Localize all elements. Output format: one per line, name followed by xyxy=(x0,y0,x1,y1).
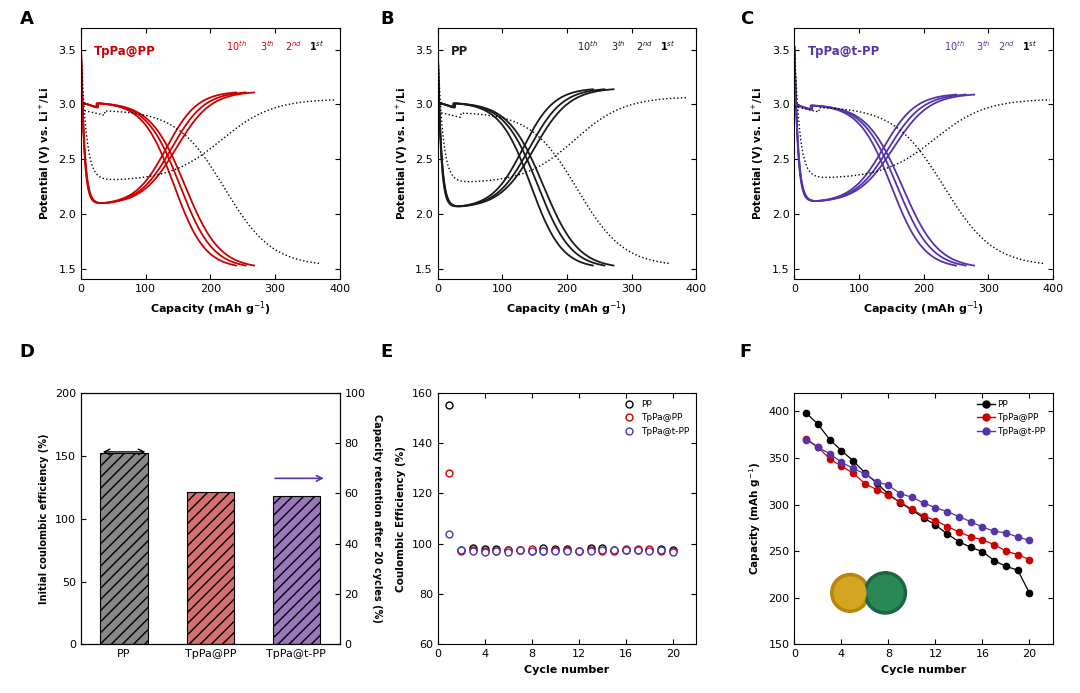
Text: 1$^{st}$: 1$^{st}$ xyxy=(1022,39,1038,53)
Text: 2$^{nd}$: 2$^{nd}$ xyxy=(636,39,653,53)
Text: D: D xyxy=(19,343,35,361)
Y-axis label: Potential (V) vs. Li$^+$/Li: Potential (V) vs. Li$^+$/Li xyxy=(394,87,409,220)
Y-axis label: Coulombic Efficiency (%): Coulombic Efficiency (%) xyxy=(396,446,406,592)
Bar xyxy=(100,453,148,644)
Text: 1$^{st}$: 1$^{st}$ xyxy=(660,39,675,53)
Text: 1$^{st}$: 1$^{st}$ xyxy=(309,39,324,53)
Y-axis label: Potential (V) vs. Li$^+$/Li: Potential (V) vs. Li$^+$/Li xyxy=(752,87,767,220)
Text: 10$^{th}$: 10$^{th}$ xyxy=(226,39,246,53)
Text: A: A xyxy=(19,10,33,28)
X-axis label: Capacity (mAh g$^{-1}$): Capacity (mAh g$^{-1}$) xyxy=(507,300,627,319)
Text: 3$^{th}$: 3$^{th}$ xyxy=(976,39,990,53)
Legend: PP, TpPa@PP, TpPa@t-PP: PP, TpPa@PP, TpPa@t-PP xyxy=(974,397,1049,439)
Text: TpPa@t-PP: TpPa@t-PP xyxy=(808,45,880,58)
Text: F: F xyxy=(740,343,752,361)
Bar xyxy=(273,496,320,644)
Text: C: C xyxy=(740,10,753,28)
X-axis label: Cycle number: Cycle number xyxy=(881,665,967,675)
Text: B: B xyxy=(380,10,394,28)
Legend: PP, TpPa@PP, TpPa@t-PP: PP, TpPa@PP, TpPa@t-PP xyxy=(618,397,692,439)
Text: E: E xyxy=(380,343,392,361)
Y-axis label: Capacity retention after 20 cycles (%): Capacity retention after 20 cycles (%) xyxy=(372,414,382,623)
X-axis label: Capacity (mAh g$^{-1}$): Capacity (mAh g$^{-1}$) xyxy=(150,300,271,319)
Text: 2$^{nd}$: 2$^{nd}$ xyxy=(284,39,301,53)
Text: TpPa@PP: TpPa@PP xyxy=(94,45,156,58)
X-axis label: Cycle number: Cycle number xyxy=(525,665,609,675)
Text: 2$^{nd}$: 2$^{nd}$ xyxy=(998,39,1015,53)
Text: 3$^{th}$: 3$^{th}$ xyxy=(259,39,274,53)
Text: 10$^{th}$: 10$^{th}$ xyxy=(577,39,598,53)
Text: PP: PP xyxy=(450,45,468,58)
Text: 3$^{th}$: 3$^{th}$ xyxy=(611,39,626,53)
Bar xyxy=(187,492,234,644)
Y-axis label: Potential (V) vs. Li$^+$/Li: Potential (V) vs. Li$^+$/Li xyxy=(38,87,53,220)
Text: 10$^{th}$: 10$^{th}$ xyxy=(944,39,966,53)
X-axis label: Capacity (mAh g$^{-1}$): Capacity (mAh g$^{-1}$) xyxy=(863,300,984,319)
Y-axis label: Capacity (mAh g$^{-1}$): Capacity (mAh g$^{-1}$) xyxy=(747,462,762,575)
Y-axis label: Initial coulombic efficiency (%): Initial coulombic efficiency (%) xyxy=(40,433,50,604)
